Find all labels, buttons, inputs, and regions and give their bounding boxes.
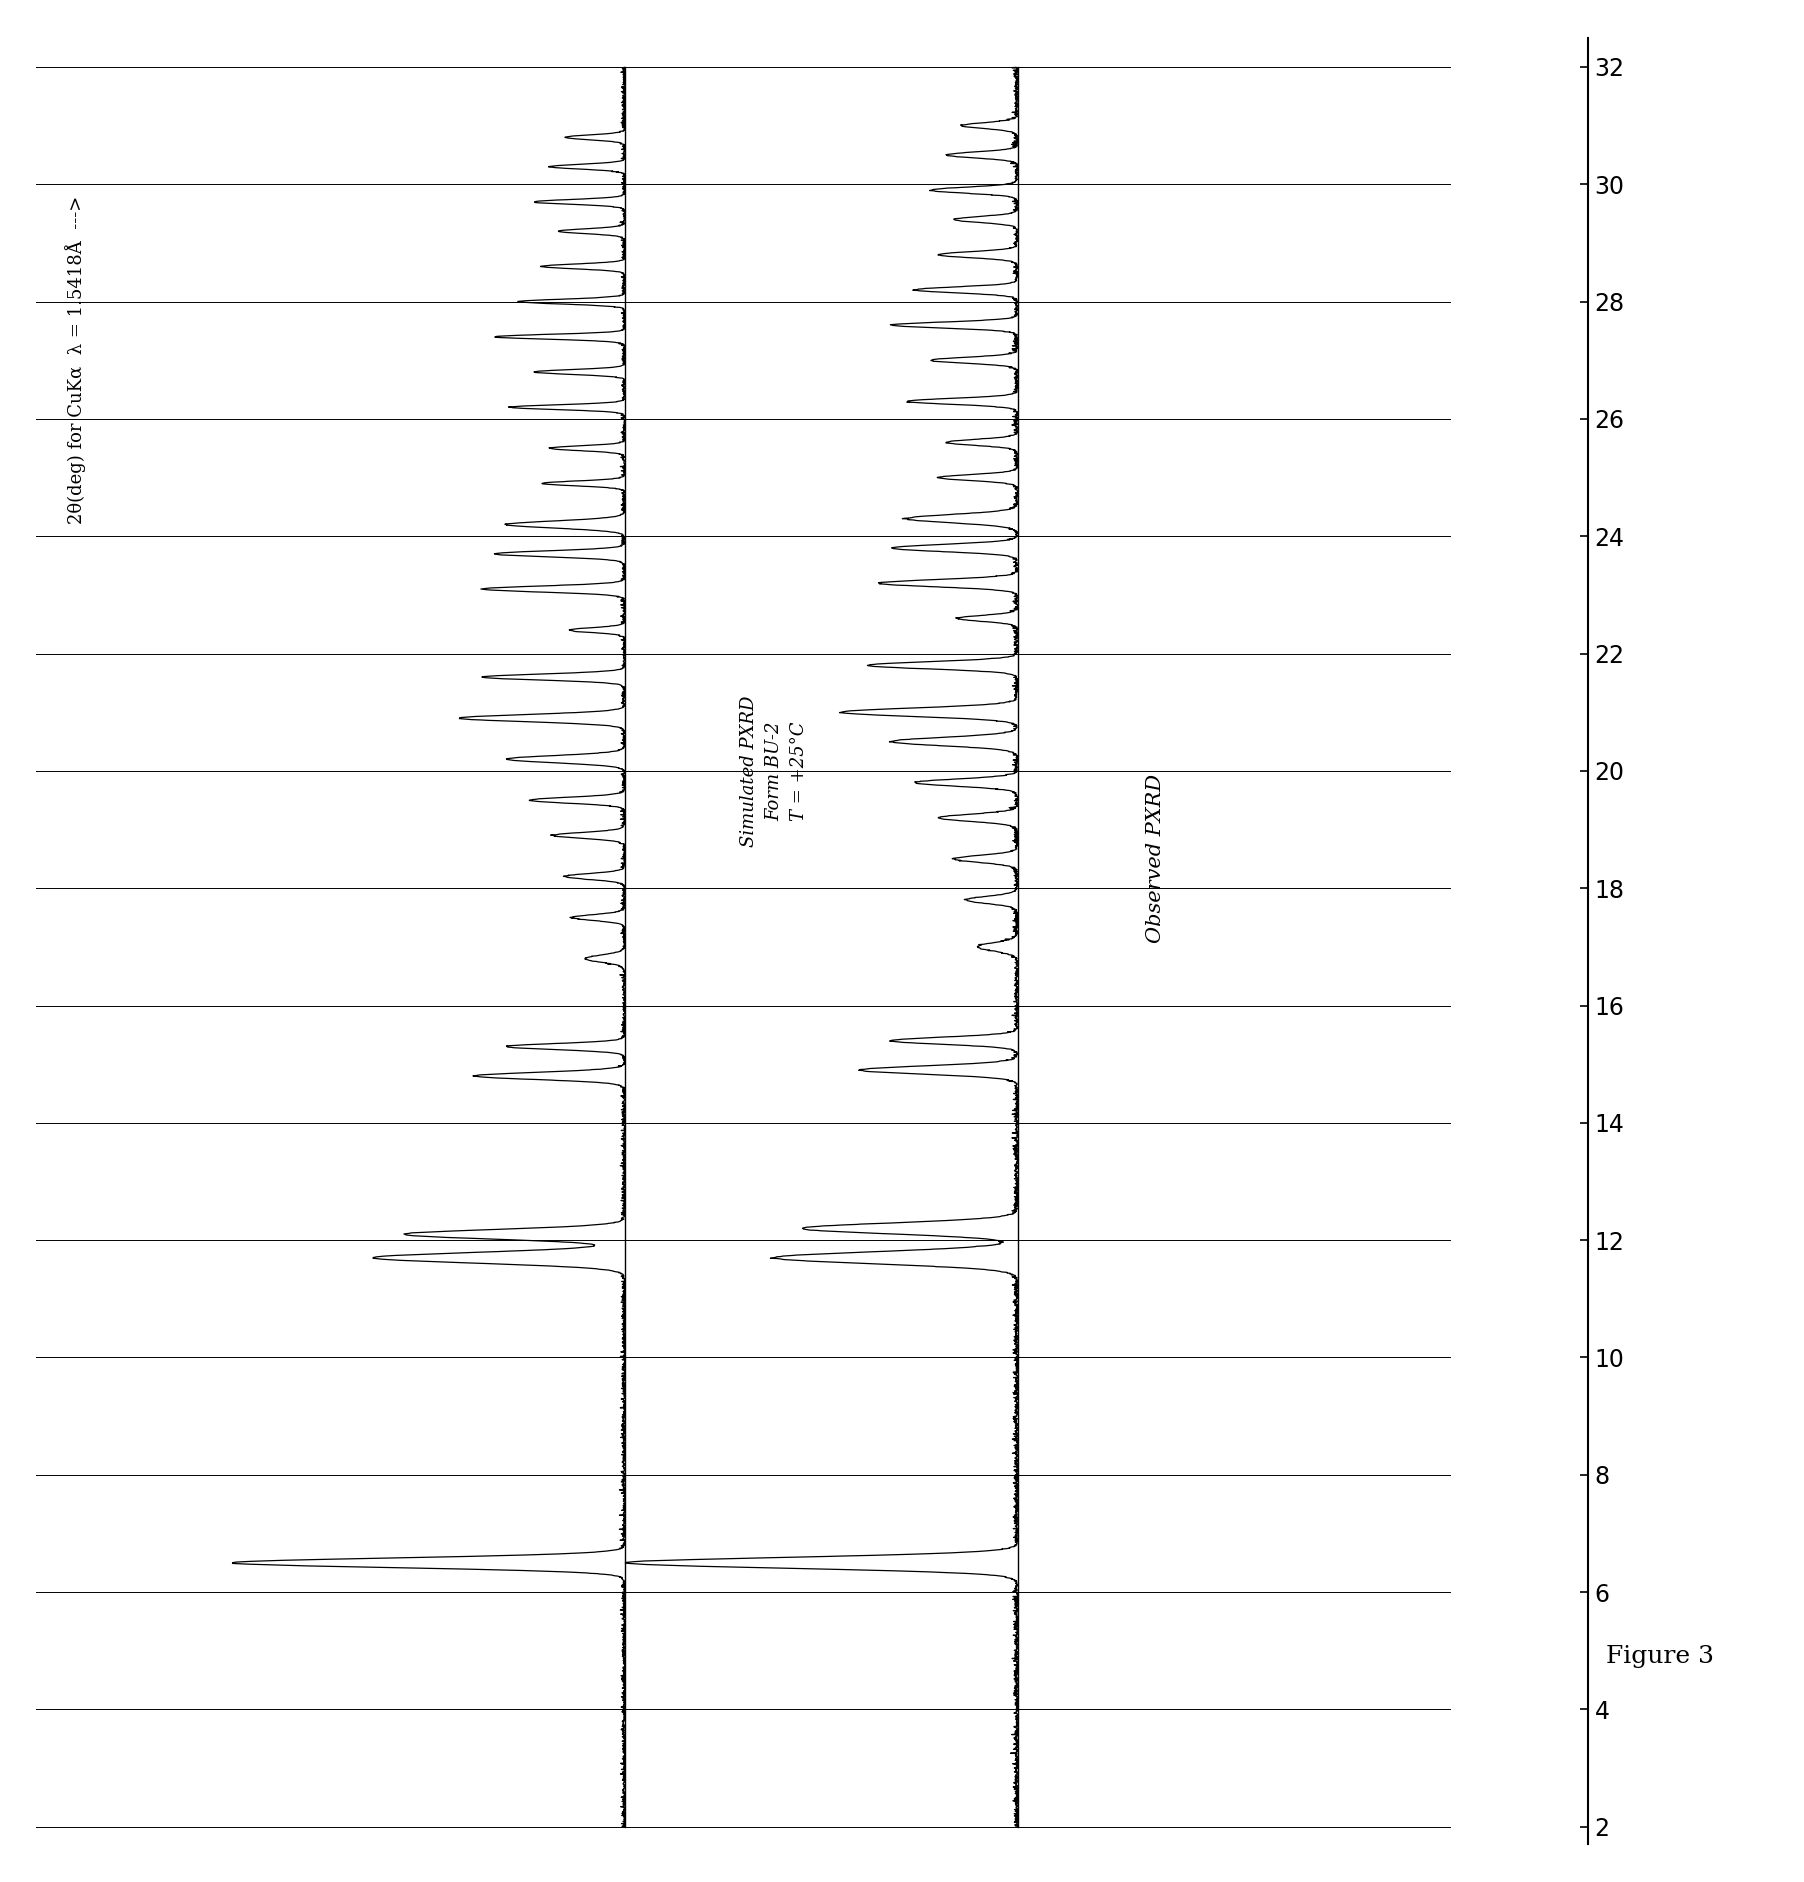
Text: Figure 3: Figure 3 [1606, 1645, 1714, 1667]
Text: Observed PXRD: Observed PXRD [1146, 774, 1165, 943]
Text: 2θ(deg) for CuKα  λ = 1.5418Å  --->: 2θ(deg) for CuKα λ = 1.5418Å ---> [65, 196, 87, 525]
Text: Simulated PXRD
Form BU-2
T = +25°C: Simulated PXRD Form BU-2 T = +25°C [740, 694, 808, 847]
